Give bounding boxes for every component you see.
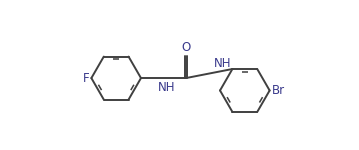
Text: O: O [181, 41, 191, 54]
Text: NH: NH [158, 81, 175, 94]
Text: NH: NH [214, 57, 231, 70]
Text: F: F [83, 72, 89, 85]
Text: Br: Br [272, 84, 285, 97]
